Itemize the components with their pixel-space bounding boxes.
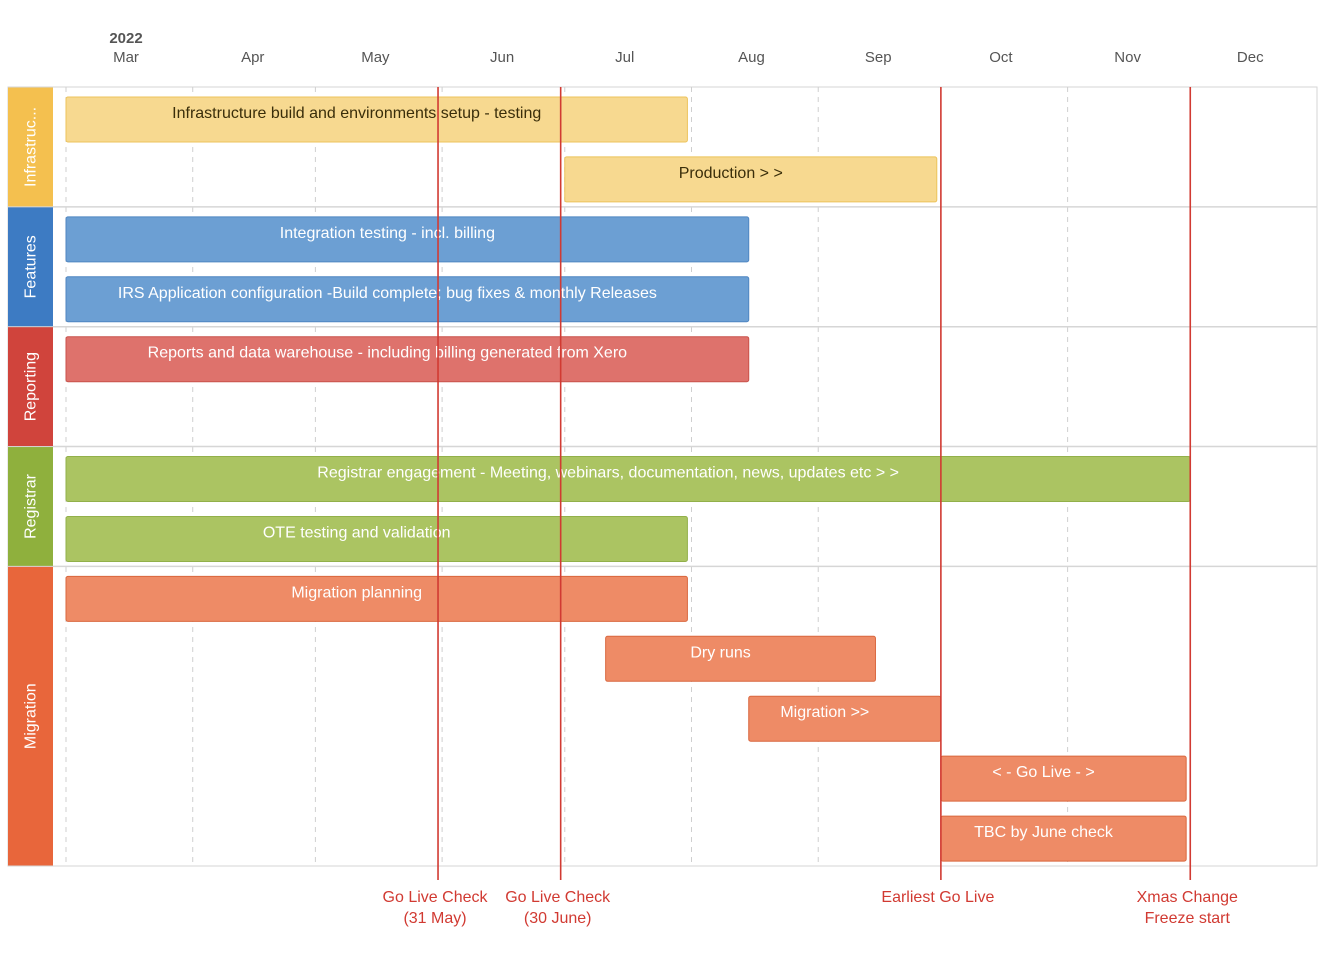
month-label: Nov	[1114, 49, 1141, 66]
task-label: Registrar engagement - Meeting, webinars…	[317, 465, 899, 482]
task-bar	[65, 575, 688, 622]
marker-label: (31 May)	[403, 910, 466, 927]
task-label: TBC by June check	[974, 824, 1114, 841]
marker-label: Go Live Check	[383, 889, 489, 906]
timeline-header: Mar Apr May Jun Jul Aug Sep Oct Nov Dec 2022	[109, 30, 1264, 66]
month-label: Sep	[865, 49, 892, 66]
marker-label: Go Live Check	[505, 889, 611, 906]
marker-layer: Go Live Check (31 May) Go Live Check (30 Ju…	[383, 87, 1238, 927]
task-label: Migration >>	[780, 704, 869, 721]
group-header-reporting	[8, 327, 53, 447]
group-header-registrar	[8, 447, 53, 566]
group-column: Infrastruc... Features Reporting Registrar M…	[8, 87, 53, 866]
month-label: Aug	[738, 49, 765, 66]
group-label-infra: Infrastruc...	[23, 107, 40, 187]
task-label: Migration planning	[291, 584, 422, 601]
month-label: Apr	[241, 49, 264, 66]
group-label-features: Features	[23, 235, 40, 298]
task-label: Dry runs	[690, 644, 750, 661]
month-label: Jul	[615, 49, 634, 66]
task-bar	[564, 156, 938, 203]
group-header-migration	[8, 566, 53, 866]
group-label-migration: Migration	[23, 683, 40, 749]
task-bars: Infrastructure build and environments se…	[65, 96, 1191, 862]
task-label: Production > >	[679, 165, 783, 182]
month-label: May	[361, 49, 390, 66]
task-label: OTE testing and validation	[263, 524, 451, 541]
task-label: IRS Application configuration -Build com…	[118, 285, 657, 302]
task-bar	[65, 515, 688, 562]
task-bar	[605, 635, 876, 682]
month-label: Mar	[113, 49, 139, 66]
group-header-features	[8, 207, 53, 327]
marker-label: (30 June)	[524, 910, 592, 927]
task-bar	[65, 276, 750, 323]
year-label: 2022	[109, 30, 142, 47]
marker-label: Freeze start	[1145, 910, 1231, 927]
task-label: Infrastructure build and environments se…	[172, 105, 541, 122]
group-label-registrar: Registrar	[23, 473, 40, 539]
month-label: Jun	[490, 49, 514, 66]
task-bar	[65, 96, 688, 143]
task-bar	[65, 336, 750, 383]
group-header-infra	[8, 87, 53, 207]
group-label-reporting: Reporting	[23, 352, 40, 421]
month-label: Dec	[1237, 49, 1264, 66]
marker-label: Earliest Go Live	[881, 889, 994, 906]
task-label: < - Go Live - >	[992, 764, 1094, 781]
marker-label: Xmas Change	[1137, 889, 1238, 906]
task-label: Reports and data warehouse - including b…	[148, 345, 628, 362]
task-label: Integration testing - incl. billing	[280, 225, 495, 242]
task-bar	[65, 216, 750, 263]
month-label: Oct	[989, 49, 1013, 66]
